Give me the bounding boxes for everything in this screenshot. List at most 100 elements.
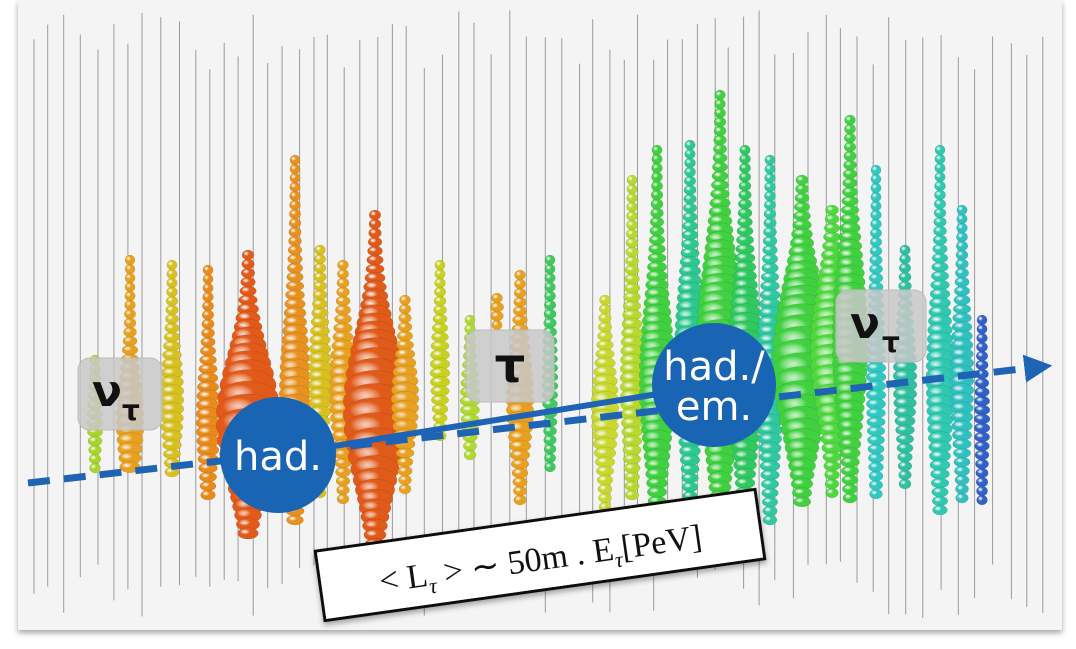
hit-sphere <box>867 426 885 436</box>
hit-sphere <box>793 497 811 507</box>
hit-sphere <box>898 452 913 462</box>
hit-sphere <box>314 272 326 282</box>
hit-sphere <box>627 175 637 185</box>
hit-sphere <box>431 386 450 396</box>
label-symbol: ν <box>92 366 122 417</box>
hit-sphere <box>867 435 884 445</box>
hit-sphere <box>396 448 414 458</box>
hit-sphere <box>871 192 881 202</box>
hit-sphere <box>314 254 325 264</box>
hit-sphere <box>338 260 349 270</box>
label-subscript: τ <box>882 326 900 359</box>
hit-sphere <box>844 133 855 143</box>
hit-sphere <box>738 208 752 218</box>
hit-sphere <box>122 345 138 355</box>
hit-sphere <box>337 494 349 504</box>
hit-sphere <box>763 506 778 516</box>
hit-sphere <box>435 260 445 270</box>
hit-sphere <box>762 488 779 498</box>
hit-sphere <box>203 274 213 284</box>
hit-sphere <box>682 221 697 231</box>
hit-sphere <box>367 255 384 265</box>
hit-sphere <box>871 174 881 184</box>
hit-sphere <box>684 194 697 204</box>
hit-sphere <box>465 315 475 325</box>
hit-sphere <box>869 462 884 472</box>
hit-sphere <box>740 154 751 164</box>
hit-sphere <box>933 505 948 515</box>
hit-sphere <box>289 218 301 228</box>
label-symbol: τ <box>495 338 526 394</box>
hit-sphere <box>953 304 971 314</box>
hit-sphere <box>957 214 968 224</box>
hit-sphere <box>761 479 779 489</box>
hit-sphere <box>957 205 967 215</box>
hit-sphere <box>399 484 411 494</box>
hit-sphere <box>167 269 177 279</box>
hit-sphere <box>435 278 446 288</box>
hit-sphere <box>738 199 751 209</box>
hit-sphere <box>544 453 555 463</box>
hit-sphere <box>624 463 640 473</box>
hit-sphere <box>738 217 753 227</box>
hit-sphere <box>203 292 214 302</box>
hit-sphere <box>974 423 990 433</box>
hit-sphere <box>600 295 611 305</box>
hit-sphere <box>650 226 664 236</box>
hit-sphere <box>287 272 304 282</box>
hit-sphere <box>513 315 528 325</box>
label-box: ν τ <box>836 290 926 362</box>
hit-sphere <box>167 260 177 270</box>
hit-sphere <box>935 172 946 182</box>
hit-sphere <box>763 227 776 237</box>
vertex-text: em. <box>676 384 752 430</box>
hit-sphere <box>793 211 810 221</box>
hit-sphere <box>934 199 946 209</box>
hit-sphere <box>896 434 914 444</box>
hit-sphere <box>625 481 640 491</box>
hit-sphere <box>954 295 970 305</box>
hit-sphere <box>626 238 638 248</box>
hit-sphere <box>203 265 213 275</box>
hit-sphere <box>713 144 726 154</box>
hit-sphere <box>598 322 612 332</box>
hit-sphere <box>651 181 662 191</box>
hit-sphere <box>762 497 778 507</box>
hit-sphere <box>739 163 750 173</box>
hit-sphere <box>513 486 526 496</box>
hit-sphere <box>202 301 213 311</box>
hit-sphere <box>956 250 968 260</box>
hit-sphere <box>977 495 988 505</box>
hit-sphere <box>432 332 449 342</box>
hit-sphere <box>625 265 639 275</box>
hit-sphere <box>88 436 102 446</box>
hit-sphere <box>976 351 988 361</box>
hit-sphere <box>433 413 448 423</box>
hit-sphere <box>652 145 662 155</box>
hit-sphere <box>124 318 136 328</box>
hit-sphere <box>763 515 777 525</box>
hit-sphere <box>398 322 412 332</box>
hit-sphere <box>931 271 949 281</box>
hit-sphere <box>124 327 137 337</box>
vertex-text: had. <box>234 434 322 480</box>
hit-sphere <box>599 304 611 314</box>
hit-sphere <box>956 259 969 269</box>
hit-sphere <box>899 479 911 489</box>
hit-sphere <box>795 193 809 203</box>
hit-sphere <box>335 305 350 315</box>
event-display: ν τ τ ν τ had. had./ em. < Lτ > ∼ 50m . … <box>0 0 1076 649</box>
hit-sphere <box>624 283 640 293</box>
hit-sphere <box>826 488 839 498</box>
hit-sphere <box>125 264 135 274</box>
hit-sphere <box>545 462 556 472</box>
hit-sphere <box>649 244 666 254</box>
hit-sphere <box>714 108 725 118</box>
hit-sphere <box>545 273 556 283</box>
hit-sphere <box>433 314 447 324</box>
hit-sphere <box>869 471 883 481</box>
hit-sphere <box>974 405 990 415</box>
hit-sphere <box>202 310 214 320</box>
hit-sphere <box>844 151 856 161</box>
hit-sphere <box>975 450 989 460</box>
